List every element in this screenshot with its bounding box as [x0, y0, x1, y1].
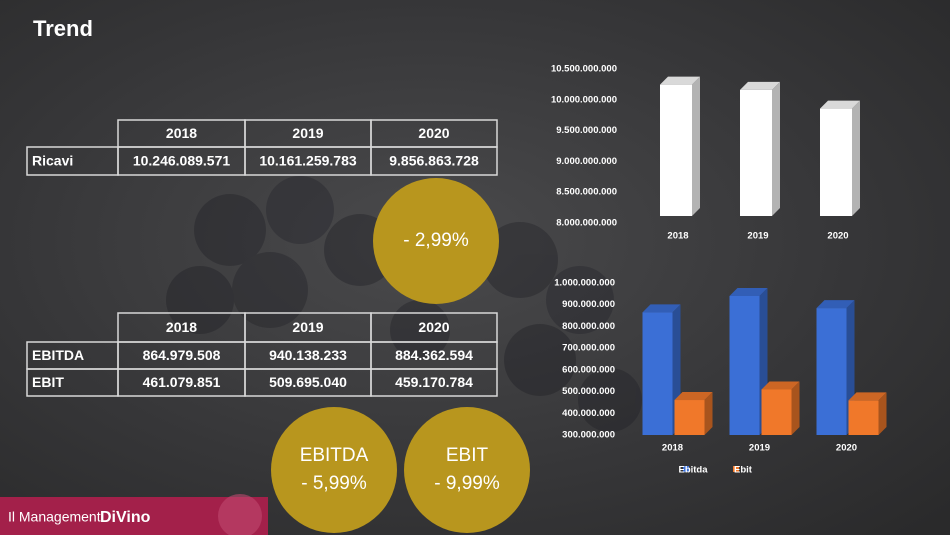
bar-top: [816, 300, 855, 309]
y-tick-label: 10.500.000.000: [551, 64, 617, 75]
x-tick-label: 2020: [836, 443, 857, 454]
column-header: 2018: [166, 319, 197, 335]
bar: [660, 84, 692, 216]
y-tick-label: 600.000.000: [562, 364, 615, 375]
footer-logo: [218, 494, 262, 535]
bar: [729, 295, 760, 435]
legend-swatch: [683, 466, 689, 472]
x-tick-label: 2018: [662, 443, 683, 454]
y-tick-label: 8.500.000.000: [556, 187, 617, 198]
legend-label: Ebitda: [678, 465, 708, 476]
y-tick-label: 1.000.000.000: [554, 278, 615, 289]
badge: [373, 178, 499, 304]
table-value: 940.138.233: [269, 347, 347, 363]
bar: [848, 400, 879, 435]
bar-side: [852, 100, 860, 216]
y-tick-label: 800.000.000: [562, 321, 615, 332]
y-tick-label: 700.000.000: [562, 343, 615, 354]
bar: [820, 108, 852, 216]
table-value: 10.246.089.571: [133, 153, 231, 169]
bar: [761, 389, 792, 435]
bar-side: [878, 392, 887, 435]
table-value: 461.079.851: [143, 374, 221, 390]
badge: [271, 407, 397, 533]
y-tick-label: 9.500.000.000: [556, 125, 617, 136]
column-header: 2018: [166, 125, 197, 141]
table-value: 509.695.040: [269, 374, 347, 390]
bar: [642, 312, 673, 435]
bar: [740, 89, 772, 216]
column-header: 2020: [418, 319, 449, 335]
bar-top: [848, 392, 887, 401]
bar-side: [772, 81, 780, 216]
y-tick-label: 10.000.000.000: [551, 94, 617, 105]
x-tick-label: 2019: [747, 231, 768, 242]
badge-text: - 9,99%: [434, 473, 500, 494]
bar-top: [674, 392, 713, 401]
table-value: 10.161.259.783: [259, 153, 357, 169]
slide-title: Trend: [33, 16, 93, 41]
bar-top: [642, 304, 681, 313]
row-label: EBITDA: [32, 347, 84, 363]
y-tick-label: 8.000.000.000: [556, 218, 617, 229]
bar: [674, 400, 705, 435]
footer-prefix: Il Management: [8, 509, 101, 525]
x-tick-label: 2020: [827, 231, 848, 242]
row-label: EBIT: [32, 374, 64, 390]
bar: [816, 308, 847, 435]
badge: [404, 407, 530, 533]
bar-top: [660, 76, 700, 85]
grape-photo: [166, 176, 642, 432]
bar-top: [729, 287, 768, 296]
x-tick-label: 2018: [667, 231, 688, 242]
table-value: 864.979.508: [143, 347, 221, 363]
table-value: 9.856.863.728: [389, 153, 479, 169]
table-value: 459.170.784: [395, 374, 473, 390]
legend-label: Ebit: [734, 465, 753, 476]
y-tick-label: 900.000.000: [562, 299, 615, 310]
bar-side: [791, 381, 800, 435]
bar-top: [761, 381, 800, 390]
y-tick-label: 9.000.000.000: [556, 156, 617, 167]
table-cell: [370, 146, 498, 176]
badge-text: - 2,99%: [403, 230, 469, 251]
badge-label: EBIT: [446, 445, 489, 466]
badge-text: - 5,99%: [301, 473, 367, 494]
y-tick-label: 500.000.000: [562, 386, 615, 397]
y-tick-label: 300.000.000: [562, 430, 615, 441]
badge-label: EBITDA: [300, 445, 369, 466]
column-header: 2019: [292, 125, 323, 141]
column-header: 2019: [292, 319, 323, 335]
column-header: 2020: [418, 125, 449, 141]
legend-swatch: [733, 466, 739, 472]
bar-side: [704, 392, 713, 435]
table-cell: [370, 368, 498, 397]
footer-brand: DiVino: [100, 509, 151, 526]
bar-side: [692, 76, 700, 216]
y-tick-label: 400.000.000: [562, 408, 615, 419]
x-tick-label: 2019: [749, 443, 770, 454]
table-value: 884.362.594: [395, 347, 473, 363]
bar-top: [740, 81, 780, 90]
bar-top: [820, 100, 860, 109]
row-label: Ricavi: [32, 153, 73, 169]
